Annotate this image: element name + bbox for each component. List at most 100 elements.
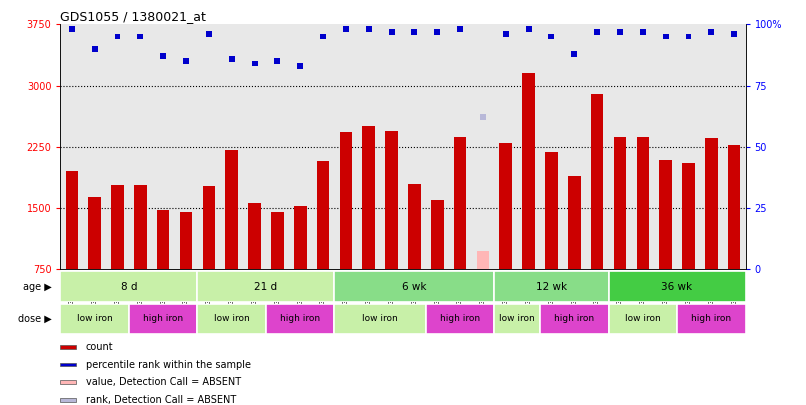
Point: [156, 53, 169, 60]
Point: [613, 28, 626, 35]
Bar: [129, 304, 197, 334]
Point: [202, 31, 215, 37]
Text: dose ▶: dose ▶: [19, 314, 52, 324]
Text: high iron: high iron: [143, 314, 183, 324]
Bar: [339, 132, 352, 269]
Point: [385, 28, 398, 35]
Bar: [568, 176, 580, 269]
Text: 6 wk: 6 wk: [402, 281, 426, 292]
Point: [134, 33, 147, 40]
Point: [567, 51, 580, 57]
Text: low iron: low iron: [77, 314, 113, 324]
Point: [88, 46, 101, 52]
Point: [111, 33, 124, 40]
Point: [248, 60, 261, 67]
Text: low iron: low iron: [362, 314, 398, 324]
Bar: [426, 304, 494, 334]
Point: [271, 58, 284, 64]
Bar: [500, 143, 512, 269]
Bar: [454, 137, 467, 269]
Bar: [65, 171, 78, 269]
Point: [339, 26, 352, 32]
Bar: [613, 137, 626, 269]
Bar: [540, 304, 609, 334]
Point: [728, 31, 741, 37]
Bar: [545, 152, 558, 269]
Bar: [682, 163, 695, 269]
Bar: [180, 212, 193, 269]
Bar: [197, 304, 266, 334]
Bar: [408, 183, 421, 269]
Text: rank, Detection Call = ABSENT: rank, Detection Call = ABSENT: [85, 395, 236, 405]
Bar: [728, 145, 741, 269]
Bar: [494, 304, 540, 334]
Bar: [363, 126, 375, 269]
Text: high iron: high iron: [280, 314, 320, 324]
Bar: [494, 271, 609, 302]
Point: [180, 58, 193, 64]
Bar: [317, 161, 330, 269]
Point: [636, 28, 649, 35]
Point: [408, 28, 421, 35]
Point: [591, 28, 604, 35]
Bar: [294, 206, 306, 269]
Bar: [431, 200, 443, 269]
Text: high iron: high iron: [555, 314, 594, 324]
Point: [476, 114, 489, 121]
Bar: [385, 131, 398, 269]
Bar: [334, 304, 426, 334]
Point: [499, 31, 513, 37]
Bar: [134, 185, 147, 269]
Bar: [637, 137, 649, 269]
Bar: [226, 150, 238, 269]
Bar: [89, 198, 101, 269]
Point: [704, 28, 717, 35]
Bar: [334, 271, 494, 302]
Bar: [705, 138, 717, 269]
Bar: [60, 271, 197, 302]
Bar: [202, 186, 215, 269]
Text: high iron: high iron: [692, 314, 731, 324]
Bar: [60, 304, 129, 334]
Bar: [60, 362, 76, 367]
Text: high iron: high iron: [440, 314, 480, 324]
Text: low iron: low iron: [214, 314, 250, 324]
Text: value, Detection Call = ABSENT: value, Detection Call = ABSENT: [85, 377, 241, 387]
Bar: [591, 94, 604, 269]
Bar: [609, 271, 746, 302]
Bar: [266, 304, 334, 334]
Bar: [659, 160, 672, 269]
Bar: [476, 252, 489, 269]
Text: 12 wk: 12 wk: [536, 281, 567, 292]
Point: [362, 26, 375, 32]
Text: low iron: low iron: [499, 314, 535, 324]
Text: 8 d: 8 d: [121, 281, 137, 292]
Bar: [157, 210, 169, 269]
Text: count: count: [85, 342, 114, 352]
Bar: [60, 345, 76, 349]
Point: [682, 33, 695, 40]
Point: [659, 33, 672, 40]
Text: low iron: low iron: [625, 314, 661, 324]
Bar: [609, 304, 677, 334]
Point: [430, 28, 443, 35]
Bar: [248, 203, 261, 269]
Bar: [271, 212, 284, 269]
Bar: [60, 398, 76, 402]
Point: [454, 26, 467, 32]
Text: percentile rank within the sample: percentile rank within the sample: [85, 360, 251, 369]
Bar: [677, 304, 746, 334]
Text: 36 wk: 36 wk: [662, 281, 692, 292]
Text: 21 d: 21 d: [255, 281, 277, 292]
Point: [65, 26, 78, 32]
Point: [317, 33, 330, 40]
Point: [293, 63, 306, 69]
Bar: [60, 380, 76, 384]
Text: GDS1055 / 1380021_at: GDS1055 / 1380021_at: [60, 10, 206, 23]
Bar: [197, 271, 334, 302]
Text: age ▶: age ▶: [23, 281, 52, 292]
Point: [545, 33, 558, 40]
Point: [522, 26, 535, 32]
Bar: [522, 73, 535, 269]
Bar: [111, 185, 124, 269]
